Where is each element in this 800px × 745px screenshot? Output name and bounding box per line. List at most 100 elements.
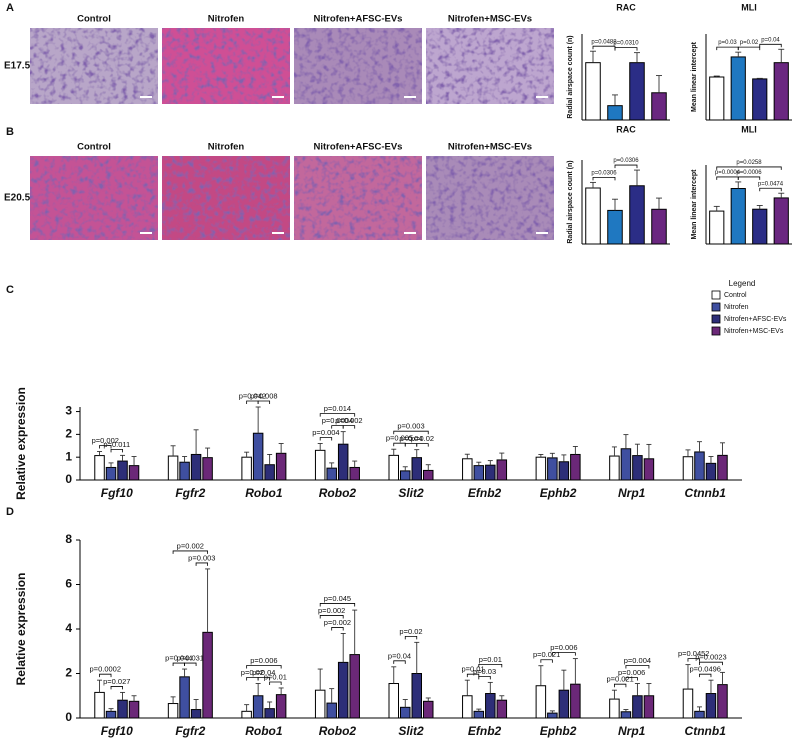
legend-swatch [711,302,721,312]
p-value: p=0.04 [388,651,411,660]
bar [496,459,508,481]
bar [752,78,768,121]
error-bar [634,169,640,186]
bar [105,466,117,481]
error-bar [464,679,470,696]
bar [709,76,725,121]
error-bar [182,668,188,677]
y-tick-label: 6 [65,577,72,591]
panel-label: D [6,506,14,518]
error-bar [205,568,211,633]
error-bar [646,443,652,459]
bar [620,711,632,719]
error-bar [561,669,567,691]
error-bar [170,445,176,457]
y-tick-label: 1 [65,449,72,463]
error-bar [255,406,261,434]
category-label: Fgf10 [101,486,133,500]
significance-bracket [269,681,282,685]
error-bar [499,452,505,460]
bar [326,702,337,719]
bar [585,62,601,121]
error-bar [267,454,273,465]
image-title: Nitrofen+MSC-EVs [448,142,532,153]
category-label: Ephb2 [540,724,577,738]
significance-bracket [319,437,333,441]
bar [314,689,326,719]
bar [570,683,581,719]
legend-label: Nitrofen [724,304,749,311]
category-label: Fgfr2 [175,724,205,738]
p-value: p=0.0258 [736,160,762,166]
error-bar [538,665,544,686]
significance-bracket [110,448,123,453]
image-title: Control [77,14,111,25]
bar [730,188,746,245]
bar [190,709,202,719]
significance-bracket [699,661,723,666]
significance-bracket [478,676,491,680]
category-label: Efnb2 [468,724,502,738]
bar [705,693,717,719]
category-label: Fgf10 [101,724,133,738]
significance-bracket [172,662,185,667]
error-bar [329,688,335,704]
legend-swatch [711,326,721,336]
category-label: Slit2 [398,486,424,500]
significance-bracket [331,425,344,429]
image-title: Nitrofen [208,142,245,153]
bar [275,694,287,719]
chart-title: RAC [616,2,636,12]
error-bar [182,456,188,463]
bar [388,683,399,719]
significance-bracket [257,677,271,681]
p-value: p=0.0306 [591,170,617,176]
bar [473,465,485,481]
y-tick-label: 3 [65,404,72,418]
significance-bracket [716,46,739,51]
error-bar [778,192,785,198]
error-bar [425,697,431,702]
error-bar [340,431,346,445]
bar [423,700,434,719]
error-bar [685,664,691,690]
error-bar [719,442,725,456]
error-bar [634,52,640,63]
significance-bracket [716,166,782,170]
p-value: p=0.0023 [695,653,727,662]
p-value: p=0.027 [103,677,130,686]
bar [547,712,558,719]
error-bar [340,633,346,663]
error-bar [108,462,114,468]
bar [252,432,264,481]
p-value: p=0.03 [473,667,496,676]
significance-bracket [540,659,553,663]
error-bar [549,452,555,458]
error-bar [656,75,662,93]
bar [473,710,485,719]
chart-title: MLI [741,124,757,134]
bar [275,452,287,481]
error-bar [623,709,629,712]
error-bar [685,449,691,457]
error-bar [402,466,408,471]
error-bar [561,454,567,462]
error-bar [719,671,725,685]
y-axis-label: Mean linear intercept [691,41,698,112]
significance-bracket [614,164,638,169]
category-label: Ephb2 [540,486,577,500]
error-bar [590,181,596,188]
bar [535,456,547,481]
p-value: p=0.044 [165,654,192,663]
p-value: p=0.045 [324,594,351,603]
bar [462,458,473,481]
significance-bracket [246,665,282,669]
error-bar [120,691,126,701]
significance-bracket [737,46,761,51]
chart-title: RAC [616,124,636,134]
bar [620,448,632,481]
category-label: Robo2 [319,486,357,500]
significance-bracket [319,603,356,607]
image-title: Nitrofen [208,14,245,25]
